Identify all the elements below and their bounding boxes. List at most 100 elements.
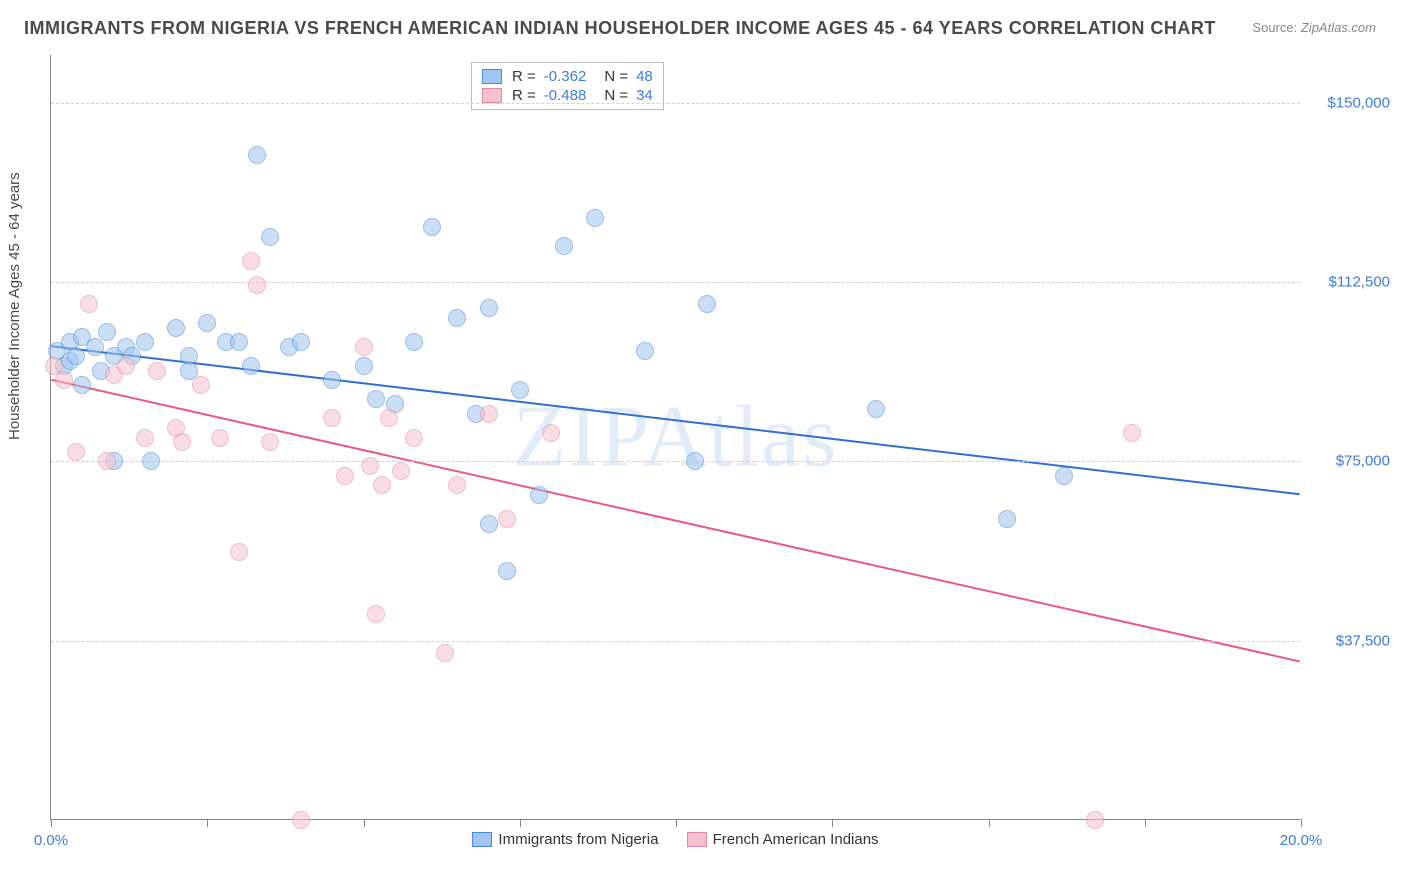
scatter-point	[998, 510, 1016, 528]
legend-swatch-bottom-1	[472, 832, 492, 847]
source-citation: Source: ZipAtlas.com	[1252, 20, 1376, 35]
scatter-point	[367, 390, 385, 408]
x-tick	[1145, 819, 1146, 827]
scatter-point	[242, 252, 260, 270]
scatter-point	[373, 476, 391, 494]
scatter-point	[542, 424, 560, 442]
x-tick-label: 20.0%	[1280, 832, 1323, 849]
scatter-point	[117, 357, 135, 375]
scatter-point	[392, 462, 410, 480]
scatter-point	[586, 209, 604, 227]
legend-swatch-series-1	[482, 69, 502, 84]
scatter-point	[292, 811, 310, 829]
scatter-point	[167, 319, 185, 337]
y-axis-label: Householder Income Ages 45 - 64 years	[6, 172, 23, 440]
scatter-point	[198, 314, 216, 332]
legend-bottom: Immigrants from Nigeria French American …	[51, 831, 1300, 851]
x-tick	[207, 819, 208, 827]
gridline	[51, 282, 1300, 283]
scatter-point	[498, 562, 516, 580]
scatter-point	[261, 433, 279, 451]
legend-r-value-1: -0.362	[544, 68, 587, 85]
scatter-point	[361, 457, 379, 475]
x-tick	[364, 819, 365, 827]
legend-label-series-2: French American Indians	[713, 831, 879, 848]
x-tick	[832, 819, 833, 827]
legend-n-value-2: 34	[636, 87, 653, 104]
scatter-point	[248, 146, 266, 164]
source-value: ZipAtlas.com	[1301, 20, 1376, 35]
scatter-point	[530, 486, 548, 504]
legend-item-series-2: French American Indians	[687, 831, 879, 848]
scatter-point	[405, 429, 423, 447]
scatter-point	[336, 467, 354, 485]
scatter-point	[67, 443, 85, 461]
legend-swatch-series-2	[482, 88, 502, 103]
y-tick-label: $37,500	[1336, 632, 1390, 649]
legend-r-value-2: -0.488	[544, 87, 587, 104]
scatter-point	[1123, 424, 1141, 442]
scatter-point	[636, 342, 654, 360]
scatter-point	[355, 357, 373, 375]
scatter-point	[80, 295, 98, 313]
chart-title: IMMIGRANTS FROM NIGERIA VS FRENCH AMERIC…	[24, 18, 1216, 39]
scatter-point	[405, 333, 423, 351]
scatter-point	[148, 362, 166, 380]
gridline	[51, 461, 1300, 462]
scatter-point	[98, 452, 116, 470]
scatter-point	[292, 333, 310, 351]
x-tick	[676, 819, 677, 827]
scatter-point	[55, 371, 73, 389]
legend-n-label-1: N =	[604, 68, 628, 85]
scatter-point	[86, 338, 104, 356]
scatter-point	[555, 237, 573, 255]
legend-r-label-1: R =	[512, 68, 536, 85]
legend-n-label-2: N =	[604, 87, 628, 104]
scatter-point	[136, 333, 154, 351]
x-tick	[520, 819, 521, 827]
scatter-point	[230, 543, 248, 561]
scatter-point	[867, 400, 885, 418]
legend-n-value-1: 48	[636, 68, 653, 85]
x-tick-label: 0.0%	[34, 832, 68, 849]
scatter-point	[242, 357, 260, 375]
gridline	[51, 641, 1300, 642]
y-tick-label: $112,500	[1329, 274, 1390, 291]
watermark-text: ZIPAtlas	[513, 387, 839, 488]
legend-item-series-1: Immigrants from Nigeria	[472, 831, 658, 848]
x-tick	[1301, 819, 1302, 827]
scatter-point	[698, 295, 716, 313]
scatter-point	[480, 515, 498, 533]
gridline	[51, 103, 1300, 104]
trend-line	[51, 380, 1299, 662]
scatter-point	[480, 299, 498, 317]
scatter-point	[230, 333, 248, 351]
scatter-point	[173, 433, 191, 451]
y-tick-label: $150,000	[1327, 94, 1390, 111]
scatter-point	[448, 309, 466, 327]
scatter-point	[211, 429, 229, 447]
scatter-point	[480, 405, 498, 423]
scatter-point	[498, 510, 516, 528]
scatter-point	[98, 323, 116, 341]
x-tick	[989, 819, 990, 827]
legend-swatch-bottom-2	[687, 832, 707, 847]
x-tick	[51, 819, 52, 827]
scatter-point	[67, 347, 85, 365]
trend-lines-svg	[51, 55, 1300, 819]
scatter-point	[448, 476, 466, 494]
scatter-point	[686, 452, 704, 470]
scatter-point	[248, 276, 266, 294]
scatter-point	[423, 218, 441, 236]
source-label: Source:	[1252, 20, 1297, 35]
scatter-point	[511, 381, 529, 399]
plot-area: ZIPAtlas R = -0.362 N = 48 R = -0.488 N …	[50, 55, 1300, 820]
scatter-point	[261, 228, 279, 246]
legend-r-label-2: R =	[512, 87, 536, 104]
scatter-point	[73, 376, 91, 394]
scatter-point	[1055, 467, 1073, 485]
y-tick-label: $75,000	[1336, 453, 1390, 470]
scatter-point	[436, 644, 454, 662]
scatter-point	[380, 409, 398, 427]
scatter-point	[323, 409, 341, 427]
